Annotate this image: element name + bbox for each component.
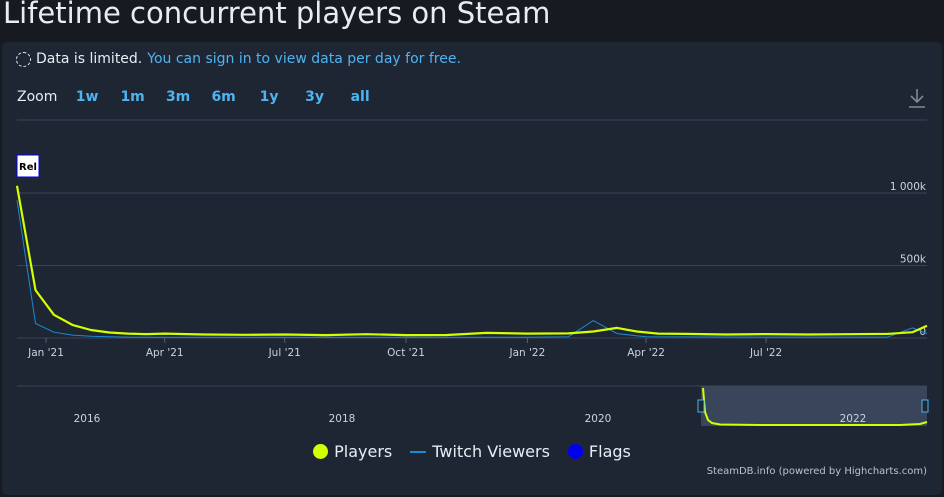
zoom-bar: Zoom 1w 1m 3m 6m 1y 3y all <box>17 89 383 105</box>
flags-legend-marker <box>567 444 583 459</box>
legend-item-players[interactable]: Players <box>313 442 392 461</box>
notice-text: Data is limited. <box>36 51 143 67</box>
x-tick-label: Apr '22 <box>627 347 665 359</box>
zoom-1w-button[interactable]: 1w <box>75 89 99 105</box>
twitch-legend-marker <box>410 450 427 453</box>
zoom-1m-button[interactable]: 1m <box>120 89 145 105</box>
zoom-1y-button[interactable]: 1y <box>259 89 279 105</box>
x-tick-label: Oct '21 <box>387 347 425 359</box>
x-tick-label: Jan '22 <box>509 347 546 359</box>
zoom-3m-button[interactable]: 3m <box>165 89 191 105</box>
legend-item-twitch-viewers[interactable]: Twitch Viewers <box>410 442 550 461</box>
download-icon[interactable] <box>905 86 929 110</box>
navigator-tick-label: 2018 <box>329 413 356 425</box>
legend-label-flags: Flags <box>588 442 631 461</box>
page-title: Lifetime concurrent players on Steam <box>3 0 551 30</box>
y-tick-label: 500k <box>900 254 927 266</box>
data-limited-notice: Data is limited. You can sign in to view… <box>16 51 461 67</box>
zoom-label: Zoom <box>17 89 58 105</box>
chart-legend: Players Twitch Viewers Flags <box>0 442 944 461</box>
x-tick-label: Jul '22 <box>749 347 782 359</box>
loading-circle-icon <box>16 51 31 67</box>
zoom-3y-button[interactable]: 3y <box>305 89 325 105</box>
x-tick-label: Apr '21 <box>146 347 184 359</box>
navigator-tick-label: 2016 <box>74 413 101 425</box>
twitch-viewers-line <box>16 200 928 338</box>
sign-in-link[interactable]: You can sign in to view data per day for… <box>147 51 461 67</box>
navigator-right-handle <box>921 399 929 413</box>
zoom-all-button[interactable]: all <box>350 89 370 105</box>
release-flag <box>16 154 40 178</box>
navigator-tick-label: 2020 <box>585 413 612 425</box>
y-tick-label: 1 000k <box>890 181 927 193</box>
navigator-tick-label: 2022 <box>840 413 867 425</box>
chart-credits[interactable]: SteamDB.info (powered by Highcharts.com) <box>706 466 927 477</box>
zoom-6m-button[interactable]: 6m <box>211 89 236 105</box>
legend-label-twitch: Twitch Viewers <box>432 442 550 461</box>
legend-label-players: Players <box>334 442 393 461</box>
navigator-selection <box>701 386 927 426</box>
players-line <box>15 185 928 337</box>
x-tick-label: Jan '21 <box>27 347 64 359</box>
navigator-players-line <box>702 387 928 426</box>
navigator-left-handle <box>697 399 705 413</box>
release-flag-label: Rel <box>19 162 37 173</box>
players-legend-marker <box>313 444 329 459</box>
x-tick-label: Jul '21 <box>268 347 301 359</box>
legend-item-flags[interactable]: Flags <box>567 442 631 461</box>
